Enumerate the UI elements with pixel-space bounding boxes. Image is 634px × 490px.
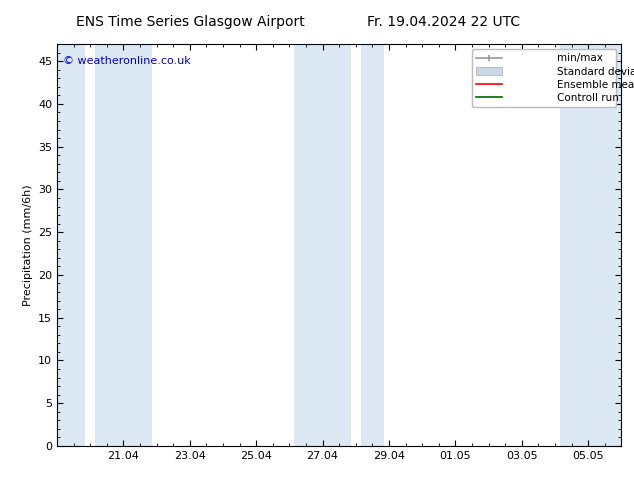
Text: Fr. 19.04.2024 22 UTC: Fr. 19.04.2024 22 UTC — [367, 15, 521, 29]
Legend: min/max, Standard deviation, Ensemble mean run, Controll run: min/max, Standard deviation, Ensemble me… — [472, 49, 616, 107]
Text: ENS Time Series Glasgow Airport: ENS Time Series Glasgow Airport — [76, 15, 304, 29]
Y-axis label: Precipitation (mm/6h): Precipitation (mm/6h) — [23, 184, 32, 306]
Text: © weatheronline.co.uk: © weatheronline.co.uk — [63, 56, 190, 66]
Bar — [57, 44, 85, 446]
Bar — [294, 44, 351, 446]
Bar — [361, 44, 384, 446]
Bar — [95, 44, 152, 446]
Bar — [560, 44, 621, 446]
